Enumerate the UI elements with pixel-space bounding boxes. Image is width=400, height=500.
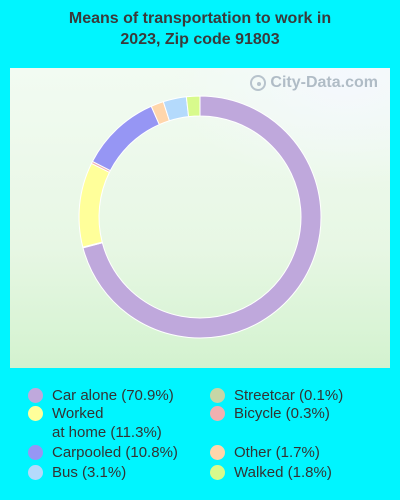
- legend-swatch: [210, 388, 225, 403]
- donut-slice-car-alone[interactable]: [82, 95, 322, 339]
- watermark-text: City-Data.com: [270, 74, 378, 91]
- chart-title-line-2: 2023, Zip code 91803: [120, 31, 280, 48]
- legend-label-line: Walked (1.8%): [234, 464, 332, 481]
- legend-label: Walked (1.8%): [234, 463, 332, 482]
- legend-swatch: [210, 445, 225, 460]
- city-data-logo-icon: [250, 75, 267, 91]
- legend-item[interactable]: Worked at home (11.3%): [28, 404, 162, 442]
- watermark: City-Data.com: [250, 74, 378, 92]
- donut-slice-carpooled[interactable]: [91, 105, 160, 172]
- legend-label-line: Other (1.7%): [234, 444, 320, 461]
- legend-label-line: Bicycle (0.3%): [234, 405, 330, 422]
- legend-swatch: [28, 465, 43, 480]
- legend-label-line: Bus (3.1%): [52, 464, 127, 481]
- legend-swatch: [28, 445, 43, 460]
- chart-title: Means of transportation to work in 2023,…: [0, 8, 400, 50]
- donut-slice-walked[interactable]: [185, 95, 201, 118]
- legend-label-line: at home (11.3%): [52, 424, 162, 441]
- legend-item[interactable]: Bus (3.1%): [28, 463, 126, 482]
- legend-item[interactable]: Streetcar (0.1%): [210, 386, 343, 405]
- legend-label-line: Car alone (70.9%): [52, 387, 174, 404]
- legend-label: Car alone (70.9%): [52, 386, 174, 405]
- legend-item[interactable]: Carpooled (10.8%): [28, 443, 178, 462]
- legend-item[interactable]: Bicycle (0.3%): [210, 404, 330, 423]
- legend-label-line: Worked: [52, 405, 104, 422]
- legend-label-line: Streetcar (0.1%): [234, 387, 344, 404]
- legend-item[interactable]: Other (1.7%): [210, 443, 320, 462]
- legend-label: Bicycle (0.3%): [234, 404, 330, 423]
- legend-item[interactable]: Walked (1.8%): [210, 463, 332, 482]
- legend-swatch: [210, 406, 225, 421]
- legend-item[interactable]: Car alone (70.9%): [28, 386, 174, 405]
- legend-label: Streetcar (0.1%): [234, 386, 343, 405]
- legend-label: Bus (3.1%): [52, 463, 126, 482]
- chart-title-line-1: Means of transportation to work in: [68, 10, 332, 27]
- legend-label: Carpooled (10.8%): [52, 443, 178, 462]
- legend-swatch: [28, 406, 43, 421]
- legend-label: Worked at home (11.3%): [52, 404, 162, 442]
- legend-swatch: [210, 465, 225, 480]
- legend-swatch: [28, 388, 43, 403]
- donut-slice-worked-at-home[interactable]: [78, 162, 111, 248]
- legend-label: Other (1.7%): [234, 443, 320, 462]
- legend-label-line: Carpooled (10.8%): [52, 444, 178, 461]
